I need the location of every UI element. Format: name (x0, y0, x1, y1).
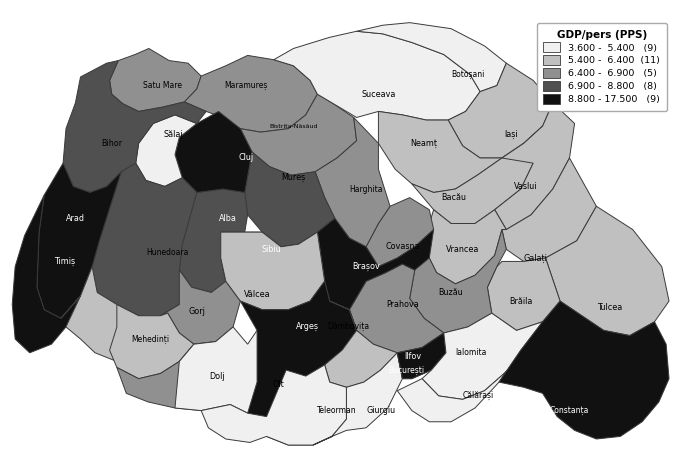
Text: Mureș: Mureș (281, 173, 305, 182)
Text: Gorj: Gorj (188, 307, 205, 316)
Polygon shape (61, 267, 212, 365)
Polygon shape (63, 60, 206, 193)
Text: Vâlcea: Vâlcea (244, 290, 270, 299)
Text: Giurgiu: Giurgiu (366, 406, 395, 415)
Polygon shape (349, 264, 443, 353)
Polygon shape (175, 111, 252, 193)
Text: Olt: Olt (273, 380, 284, 389)
Text: Bihor: Bihor (101, 139, 122, 148)
Text: Iași: Iași (505, 130, 518, 139)
Text: Brăila: Brăila (509, 296, 532, 305)
Polygon shape (366, 198, 433, 267)
Polygon shape (221, 232, 325, 310)
Polygon shape (37, 163, 121, 318)
Text: București: București (388, 365, 424, 375)
Polygon shape (357, 23, 506, 92)
Polygon shape (117, 342, 247, 411)
Text: Sibiu: Sibiu (262, 245, 282, 254)
Text: Maramureș: Maramureș (224, 81, 268, 90)
Text: Ilfov: Ilfov (404, 352, 422, 361)
Text: Buzău: Buzău (439, 288, 464, 297)
Polygon shape (179, 189, 247, 293)
Text: Constanța: Constanța (550, 406, 589, 415)
Polygon shape (274, 31, 480, 120)
Text: Brașov: Brașov (353, 262, 380, 271)
Text: Sălaj: Sălaj (164, 130, 183, 139)
Polygon shape (313, 353, 402, 445)
Polygon shape (378, 111, 502, 193)
Text: Covasna: Covasna (385, 242, 420, 251)
Text: Arad: Arad (66, 214, 85, 223)
Polygon shape (245, 152, 335, 247)
Text: Harghita: Harghita (349, 185, 383, 194)
Polygon shape (201, 365, 346, 445)
Polygon shape (424, 210, 506, 284)
Text: Vrancea: Vrancea (446, 245, 479, 254)
Polygon shape (160, 270, 241, 344)
Text: Mehedinți: Mehedinți (131, 335, 169, 344)
Polygon shape (175, 327, 299, 417)
Polygon shape (241, 94, 357, 175)
Polygon shape (317, 219, 433, 310)
Text: Hunedoara: Hunedoara (146, 248, 189, 257)
Polygon shape (92, 163, 197, 316)
Text: Suceava: Suceava (361, 90, 396, 99)
Polygon shape (397, 322, 543, 422)
Text: Vaslui: Vaslui (514, 182, 538, 191)
Text: Călărași: Călărași (463, 391, 494, 401)
Polygon shape (410, 229, 506, 333)
Polygon shape (185, 55, 317, 132)
Text: Bistrita-Năsăud: Bistrita-Năsăud (269, 124, 317, 128)
Polygon shape (422, 313, 543, 399)
Polygon shape (110, 304, 194, 379)
Text: Argeș: Argeș (297, 321, 319, 331)
Text: Ialomita: Ialomita (456, 348, 487, 357)
Polygon shape (397, 333, 446, 379)
Legend: 3.600 -  5.400   (9), 5.400 -  6.400  (11), 6.400 -  6.900   (5), 6.900 -  8.800: 3.600 - 5.400 (9), 5.400 - 6.400 (11), 6… (537, 23, 667, 110)
Text: Dâmbovița: Dâmbovița (327, 321, 369, 331)
Text: Dolj: Dolj (210, 371, 225, 380)
Polygon shape (502, 158, 596, 261)
Polygon shape (412, 126, 543, 224)
Polygon shape (241, 281, 357, 445)
Polygon shape (325, 301, 397, 388)
Text: Cluj: Cluj (239, 153, 253, 162)
Polygon shape (487, 258, 560, 330)
Text: Neamț: Neamț (410, 139, 437, 148)
Polygon shape (12, 195, 80, 353)
Polygon shape (110, 49, 201, 111)
Polygon shape (448, 63, 553, 158)
Polygon shape (499, 301, 669, 439)
Text: Teleorman: Teleorman (317, 406, 357, 415)
Polygon shape (135, 115, 197, 186)
Text: Tulcea: Tulcea (597, 303, 622, 312)
Text: Prahova: Prahova (386, 300, 419, 309)
Text: Satu Mare: Satu Mare (143, 81, 182, 90)
Text: Bacău: Bacău (441, 193, 466, 202)
Polygon shape (397, 333, 446, 379)
Text: Galați: Galați (524, 253, 547, 262)
Polygon shape (545, 206, 669, 336)
Polygon shape (495, 103, 575, 229)
Polygon shape (315, 118, 390, 247)
Text: Timiș: Timiș (54, 257, 75, 266)
Polygon shape (221, 232, 325, 310)
Text: Alba: Alba (219, 214, 237, 223)
Text: Botoșani: Botoșani (451, 70, 485, 79)
